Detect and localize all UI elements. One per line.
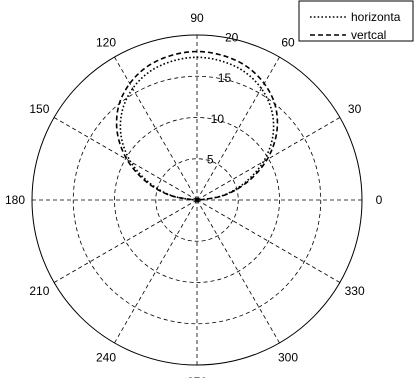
radial-ring-15 (72, 75, 322, 325)
series-line-vertcal (115, 50, 279, 201)
legend: horizonta vertcal (298, 0, 414, 42)
origin-marker (194, 197, 200, 203)
spoke-60 (196, 56, 280, 201)
angle-tick-label-150: 150 (29, 102, 49, 116)
radial-ring-5 (155, 158, 239, 242)
radius-tick-label-20: 20 (225, 31, 239, 45)
angle-tick-label-0: 0 (376, 193, 383, 207)
spoke-210 (53, 199, 198, 283)
angle-tick-label-270: 270 (187, 375, 207, 378)
legend-label-vertcal: vertcal (351, 28, 386, 42)
angle-tick-label-210: 210 (29, 284, 49, 298)
angle-tick-label-90: 90 (190, 11, 204, 25)
angle-tick-label-330: 330 (345, 284, 365, 298)
series-line-horizonta (119, 56, 275, 201)
angle-tick-label-120: 120 (96, 35, 116, 49)
angle-tick-label-300: 300 (278, 351, 298, 365)
spoke-30 (196, 117, 341, 201)
radius-tick-label-15: 15 (218, 71, 232, 85)
series-layer (115, 50, 279, 203)
angle-tick-label-60: 60 (281, 35, 295, 49)
radius-tick-label-10: 10 (211, 112, 225, 126)
legend-label-horizonta: horizonta (351, 10, 401, 24)
spoke-240 (114, 199, 198, 344)
tick-labels: 0 30 60 90 120 150 180 210 240 270 300 330 5 10 15 20 (5, 11, 383, 378)
radius-tick-label-5: 5 (207, 152, 214, 166)
angle-tick-label-180: 180 (5, 193, 25, 207)
radial-ring-10 (114, 117, 280, 283)
polar-grid (31, 34, 363, 366)
angle-tick-label-30: 30 (348, 102, 362, 116)
angle-tick-label-240: 240 (96, 351, 116, 365)
